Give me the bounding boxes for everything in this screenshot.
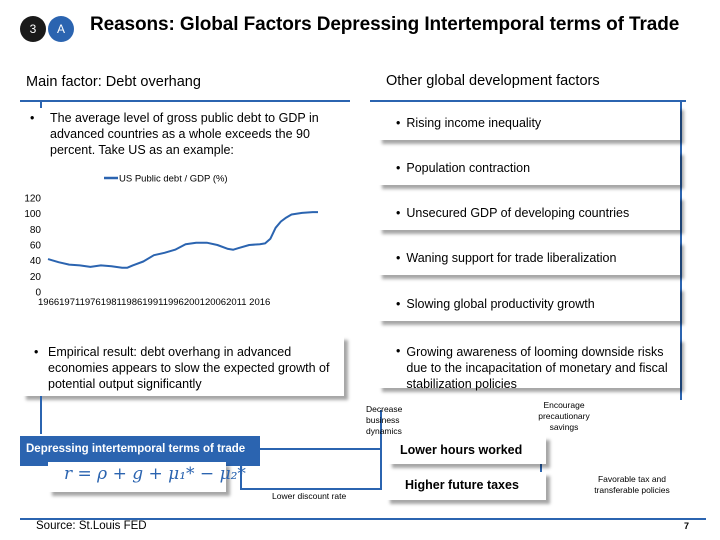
legend-label: US Public debt / GDP (%) bbox=[119, 174, 228, 185]
page-number: 7 bbox=[684, 521, 690, 531]
y-tick-label: 120 bbox=[24, 194, 41, 205]
connector-right bbox=[680, 100, 682, 400]
empirical-result-box bbox=[22, 336, 344, 396]
connector-left-top bbox=[40, 100, 42, 108]
factor-trade-liberalization: • Waning support for trade liberalization bbox=[378, 241, 680, 275]
footer-divider bbox=[20, 518, 706, 520]
connector-mid-vertical bbox=[380, 410, 382, 490]
depressing-terms-bar bbox=[20, 436, 260, 466]
debt-bullet-text: The average level of gross public debt t… bbox=[50, 111, 319, 157]
y-tick-label: 80 bbox=[30, 225, 42, 236]
main-factor-heading: Main factor: Debt overhang bbox=[26, 74, 201, 90]
connector-bottom-mid bbox=[256, 448, 380, 450]
y-tick-label: 40 bbox=[30, 256, 42, 267]
other-factors-heading: Other global development factors bbox=[386, 73, 600, 89]
connector-bottom-down bbox=[240, 460, 242, 490]
section-letter-badge: A bbox=[48, 16, 74, 42]
formula-box bbox=[48, 462, 226, 492]
factor-downside-risks: • Growing awareness of looming downside r… bbox=[378, 338, 680, 391]
x-tick-labels: 1966197119761981198619911996200120062011… bbox=[38, 297, 270, 308]
interest-rate-formula: r = ρ + g + μ₁* − μ₂* bbox=[64, 464, 246, 484]
left-heading-underline bbox=[20, 100, 350, 102]
y-tick-label: 20 bbox=[30, 272, 42, 283]
factor-unsecured-gdp: • Unsecured GDP of developing countries bbox=[378, 196, 680, 230]
lower-hours-box bbox=[388, 436, 546, 464]
section-number-badge: 3 bbox=[20, 16, 46, 42]
bullet-marker: • bbox=[34, 345, 39, 359]
y-tick-label: 60 bbox=[30, 241, 42, 252]
decrease-business-text: Decrease business dynamics bbox=[366, 404, 403, 436]
bullet-marker: • bbox=[30, 111, 35, 125]
favorable-tax-text: Favorable tax and transferable policies bbox=[594, 474, 670, 495]
page-title: Reasons: Global Factors Depressing Inter… bbox=[90, 14, 680, 35]
debt-chart: US Public debt / GDP (%) 120 100 80 60 40 20 0… bbox=[24, 174, 318, 308]
higher-taxes-text: Higher future taxes bbox=[405, 478, 519, 492]
debt-series-line bbox=[47, 211, 318, 269]
source-note: Source: St.Louis FED bbox=[36, 520, 147, 532]
lower-discount-text: Lower discount rate bbox=[272, 491, 347, 501]
y-tick-label: 0 bbox=[35, 288, 41, 299]
connector-left-bottom bbox=[40, 396, 42, 434]
y-tick-label: 100 bbox=[24, 209, 41, 220]
encourage-savings-text: Encourage precautionary savings bbox=[538, 400, 590, 432]
right-heading-underline bbox=[370, 100, 686, 102]
connector-lower-arm bbox=[240, 488, 380, 490]
factor-productivity-growth: • Slowing global productivity growth bbox=[378, 287, 680, 321]
empirical-result-text: Empirical result: debt overhang in advan… bbox=[48, 345, 330, 391]
depressing-terms-label: Depressing intertemporal terms of trade bbox=[26, 443, 246, 455]
factor-income-inequality: • Rising income inequality bbox=[378, 106, 680, 140]
connector-right-arm bbox=[540, 460, 542, 476]
higher-taxes-box bbox=[386, 472, 546, 500]
lower-hours-text: Lower hours worked bbox=[400, 443, 523, 457]
factor-population-contraction: • Population contraction bbox=[378, 151, 680, 185]
